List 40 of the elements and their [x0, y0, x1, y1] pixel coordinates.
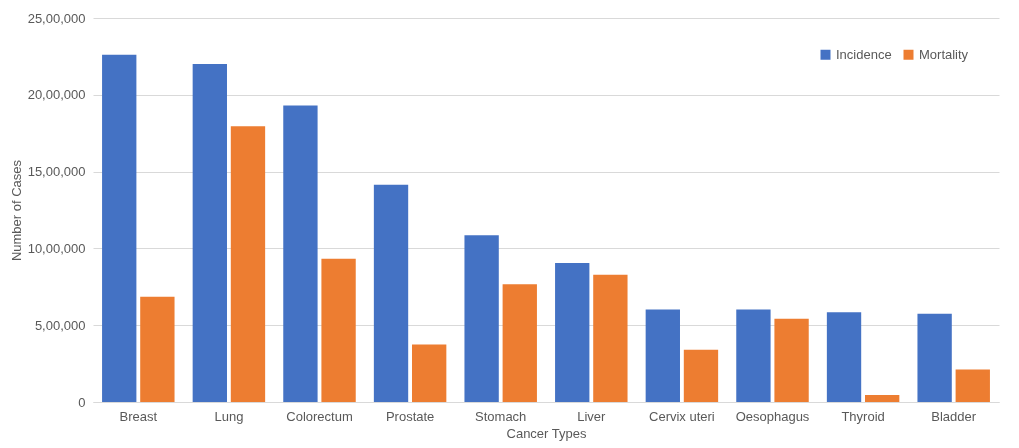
- y-tick-label: 15,00,000: [27, 164, 86, 180]
- bar: [321, 258, 356, 402]
- bar: [102, 54, 137, 402]
- bar: [502, 284, 537, 402]
- x-tick-label: Oesophagus: [735, 408, 810, 424]
- bar: [736, 309, 771, 402]
- x-tick-label: Prostate: [385, 408, 435, 424]
- bar: [955, 369, 990, 402]
- bar: [140, 296, 175, 402]
- x-tick-label: Colorectum: [286, 408, 353, 424]
- bar: [774, 318, 809, 402]
- bar: [917, 313, 952, 402]
- x-axis-title: Cancer Types: [506, 425, 587, 441]
- x-tick-label: Thyroid: [841, 408, 885, 424]
- bar: [826, 312, 862, 402]
- x-tick-label: Bladder: [931, 408, 977, 424]
- legend-label: Mortality: [919, 46, 969, 62]
- bar: [555, 262, 590, 402]
- x-tick-label: Cervix uteri: [649, 408, 715, 424]
- y-tick-label: 5,00,000: [34, 317, 86, 333]
- y-axis-title: Number of Cases: [8, 159, 24, 262]
- bar: [593, 274, 628, 402]
- x-tick-label: Liver: [577, 408, 607, 424]
- y-tick-label: 20,00,000: [27, 87, 86, 103]
- x-tick-label: Breast: [119, 408, 158, 424]
- bar: [283, 105, 318, 402]
- bar: [464, 235, 499, 402]
- y-tick-label: 25,00,000: [27, 10, 86, 26]
- bar: [373, 184, 409, 402]
- y-tick-label: 0: [78, 394, 86, 410]
- x-tick-label: Stomach: [475, 408, 527, 424]
- bar: [192, 64, 227, 402]
- legend-label: Incidence: [836, 46, 892, 62]
- bar: [645, 309, 680, 402]
- bar: [412, 344, 447, 402]
- y-tick-label: 10,00,000: [27, 240, 86, 256]
- bar: [230, 126, 266, 402]
- bar: [683, 349, 719, 402]
- x-tick-label: Lung: [214, 408, 244, 424]
- bar: [865, 395, 900, 402]
